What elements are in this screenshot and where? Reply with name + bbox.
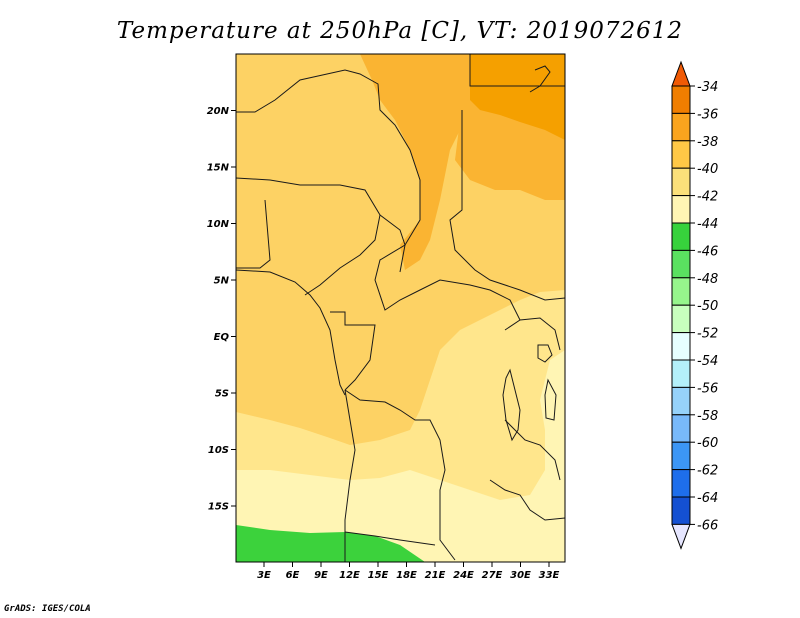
colorbar-label: -44 xyxy=(697,217,718,232)
colorbar-segment xyxy=(671,112,691,142)
latitude-axis: 20N 15N 10N 5N EQ 5S 10S 15S xyxy=(207,106,236,513)
colorbar-label: -50 xyxy=(697,299,718,314)
field-region xyxy=(236,525,425,562)
colorbar-label: -54 xyxy=(697,354,718,369)
grads-credit: GrADS: IGES/COLA xyxy=(4,604,91,614)
colorbar-label: -62 xyxy=(697,464,718,479)
country-border xyxy=(504,419,561,481)
colorbar-label: -66 xyxy=(697,518,718,533)
lon-tick-label: 6E xyxy=(286,570,300,581)
map-frame xyxy=(235,53,566,563)
lat-tick-label: 10S xyxy=(208,445,229,456)
country-border xyxy=(344,531,436,546)
country-border xyxy=(449,110,565,301)
field-region xyxy=(236,350,565,562)
colorbar-label: -36 xyxy=(697,107,718,122)
colorbar-label: -60 xyxy=(697,436,718,451)
colorbar-label: -48 xyxy=(697,272,718,287)
colorbar-segment xyxy=(671,140,691,169)
lake-outline xyxy=(502,368,521,442)
field-region xyxy=(360,54,470,270)
colorbar-label: -58 xyxy=(697,409,718,424)
colorbar-label: -52 xyxy=(697,327,718,342)
colorbar-segment xyxy=(671,496,691,525)
colorbar-segment xyxy=(671,441,691,471)
chart-title: Temperature at 250hPa [C], VT: 201907261… xyxy=(116,18,684,44)
lat-tick-label: 15N xyxy=(207,163,230,174)
colorbar-label: -46 xyxy=(697,244,718,259)
coastline xyxy=(529,65,551,93)
lat-tick-label: 15S xyxy=(208,502,229,513)
colorbar-top-arrow xyxy=(671,60,691,87)
lat-tick-label: 5N xyxy=(214,276,230,287)
lat-tick-label: EQ xyxy=(214,332,230,343)
colorbar-segment xyxy=(671,414,691,443)
colorbar: -34 -36 -38 -40 -42 -44 -46 -48 -50 -52 -54 -56 -58 -… xyxy=(671,60,718,550)
lon-tick-label: 21E xyxy=(425,570,446,581)
lon-tick-label: 3E xyxy=(257,570,271,581)
lake-outline xyxy=(537,344,553,363)
lon-tick-label: 33E xyxy=(539,570,560,581)
colorbar-segment xyxy=(671,386,691,416)
lat-tick-label: 5S xyxy=(215,389,229,400)
country-border xyxy=(504,317,561,351)
lon-tick-label: 27E xyxy=(482,570,503,581)
country-border xyxy=(344,389,456,561)
lake-outline xyxy=(544,378,557,421)
colorbar-bottom-arrow xyxy=(671,523,691,550)
lon-tick-label: 24E xyxy=(453,570,474,581)
field-region xyxy=(470,54,565,140)
colorbar-segment xyxy=(671,277,691,306)
lat-tick-label: 20N xyxy=(207,106,230,117)
lon-tick-label: 15E xyxy=(368,570,389,581)
colorbar-label: -34 xyxy=(697,80,718,95)
colorbar-label: -40 xyxy=(697,162,718,177)
lon-tick-label: 12E xyxy=(339,570,360,581)
country-border xyxy=(374,214,521,321)
lon-tick-label: 18E xyxy=(396,570,417,581)
longitude-axis: 3E 6E 9E 12E 15E 18E 21E 24E 27E 30E 33E xyxy=(257,562,560,581)
country-border xyxy=(330,311,376,391)
country-border xyxy=(344,389,356,562)
temperature-field xyxy=(236,54,565,562)
lon-tick-label: 30E xyxy=(510,570,531,581)
colorbar-label: -56 xyxy=(697,381,718,396)
lon-tick-label: 9E xyxy=(314,570,328,581)
colorbar-label: -42 xyxy=(697,190,718,205)
colorbar-segment xyxy=(671,222,691,251)
country-border xyxy=(236,69,421,273)
country-border xyxy=(489,479,565,521)
colorbar-segment xyxy=(671,249,691,279)
coastline xyxy=(236,269,346,396)
colorbar-segment xyxy=(671,167,691,197)
colorbar-segment xyxy=(671,359,691,388)
colorbar-label: -38 xyxy=(697,135,718,150)
colorbar-segment xyxy=(671,332,691,361)
colorbar-segment xyxy=(671,195,691,224)
country-border xyxy=(469,54,565,87)
colorbar-segment xyxy=(671,469,691,498)
colorbar-label: -64 xyxy=(697,491,718,506)
colorbar-segment xyxy=(671,304,691,334)
lat-tick-label: 10N xyxy=(207,219,230,230)
country-border xyxy=(236,199,271,269)
colorbar-segment xyxy=(671,85,691,114)
